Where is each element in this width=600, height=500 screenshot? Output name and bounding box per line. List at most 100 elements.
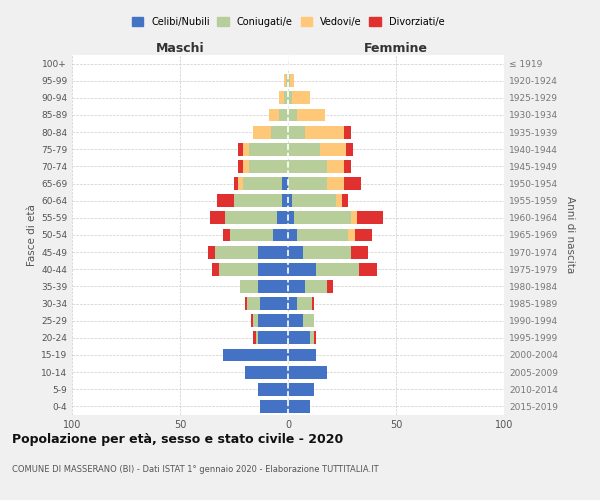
Bar: [280, 108, 288, 122]
Bar: [327, 160, 344, 173]
Bar: [258, 246, 288, 258]
Bar: [247, 297, 260, 310]
Bar: [288, 400, 310, 413]
Bar: [288, 212, 295, 224]
Bar: [288, 160, 327, 173]
Bar: [327, 177, 344, 190]
Bar: [253, 126, 271, 138]
Bar: [288, 177, 327, 190]
Bar: [242, 160, 249, 173]
Bar: [312, 297, 314, 310]
Bar: [288, 228, 296, 241]
Bar: [350, 212, 357, 224]
Bar: [284, 92, 288, 104]
Text: Femmine: Femmine: [364, 42, 428, 55]
Bar: [303, 246, 350, 258]
Bar: [260, 400, 288, 413]
Bar: [234, 177, 238, 190]
Bar: [342, 194, 349, 207]
Bar: [344, 126, 350, 138]
Bar: [284, 74, 286, 87]
Bar: [310, 332, 314, 344]
Bar: [288, 314, 303, 327]
Bar: [253, 332, 256, 344]
Bar: [242, 177, 281, 190]
Bar: [273, 228, 288, 241]
Bar: [253, 314, 258, 327]
Bar: [208, 246, 215, 258]
Bar: [219, 263, 258, 276]
Bar: [320, 143, 346, 156]
Bar: [271, 126, 288, 138]
Bar: [249, 160, 288, 173]
Bar: [238, 143, 242, 156]
Y-axis label: Fasce di età: Fasce di età: [27, 204, 37, 266]
Bar: [335, 194, 342, 207]
Bar: [288, 108, 296, 122]
Bar: [281, 177, 288, 190]
Bar: [305, 126, 344, 138]
Bar: [344, 160, 350, 173]
Bar: [316, 263, 359, 276]
Bar: [327, 280, 334, 293]
Bar: [350, 246, 368, 258]
Bar: [344, 177, 361, 190]
Bar: [277, 212, 288, 224]
Bar: [212, 263, 219, 276]
Bar: [288, 126, 305, 138]
Bar: [258, 280, 288, 293]
Bar: [288, 143, 320, 156]
Legend: Celibi/Nubili, Coniugati/e, Vedovi/e, Divorziati/e: Celibi/Nubili, Coniugati/e, Vedovi/e, Di…: [128, 13, 448, 31]
Bar: [355, 228, 372, 241]
Bar: [249, 143, 288, 156]
Bar: [258, 314, 288, 327]
Bar: [234, 194, 281, 207]
Bar: [256, 332, 258, 344]
Bar: [288, 74, 290, 87]
Text: Popolazione per età, sesso e stato civile - 2020: Popolazione per età, sesso e stato civil…: [12, 432, 343, 446]
Bar: [230, 228, 273, 241]
Bar: [357, 212, 383, 224]
Bar: [238, 160, 242, 173]
Bar: [288, 280, 305, 293]
Bar: [251, 314, 253, 327]
Bar: [292, 194, 335, 207]
Bar: [346, 143, 353, 156]
Bar: [226, 212, 277, 224]
Bar: [295, 212, 350, 224]
Bar: [303, 314, 314, 327]
Bar: [210, 212, 226, 224]
Bar: [242, 143, 249, 156]
Bar: [359, 263, 377, 276]
Bar: [288, 194, 292, 207]
Bar: [280, 92, 284, 104]
Bar: [258, 263, 288, 276]
Bar: [292, 92, 310, 104]
Bar: [305, 280, 327, 293]
Bar: [288, 348, 316, 362]
Bar: [288, 92, 292, 104]
Bar: [288, 246, 303, 258]
Bar: [245, 366, 288, 378]
Bar: [296, 228, 349, 241]
Bar: [215, 246, 258, 258]
Bar: [258, 383, 288, 396]
Bar: [349, 228, 355, 241]
Bar: [238, 177, 242, 190]
Bar: [296, 108, 325, 122]
Bar: [217, 194, 234, 207]
Bar: [286, 74, 288, 87]
Bar: [314, 332, 316, 344]
Bar: [260, 297, 288, 310]
Bar: [269, 108, 280, 122]
Bar: [288, 332, 310, 344]
Bar: [288, 366, 327, 378]
Text: Maschi: Maschi: [155, 42, 205, 55]
Bar: [296, 297, 312, 310]
Bar: [223, 228, 230, 241]
Bar: [281, 194, 288, 207]
Bar: [245, 297, 247, 310]
Text: COMUNE DI MASSERANO (BI) - Dati ISTAT 1° gennaio 2020 - Elaborazione TUTTITALIA.: COMUNE DI MASSERANO (BI) - Dati ISTAT 1°…: [12, 466, 379, 474]
Bar: [288, 297, 296, 310]
Bar: [258, 332, 288, 344]
